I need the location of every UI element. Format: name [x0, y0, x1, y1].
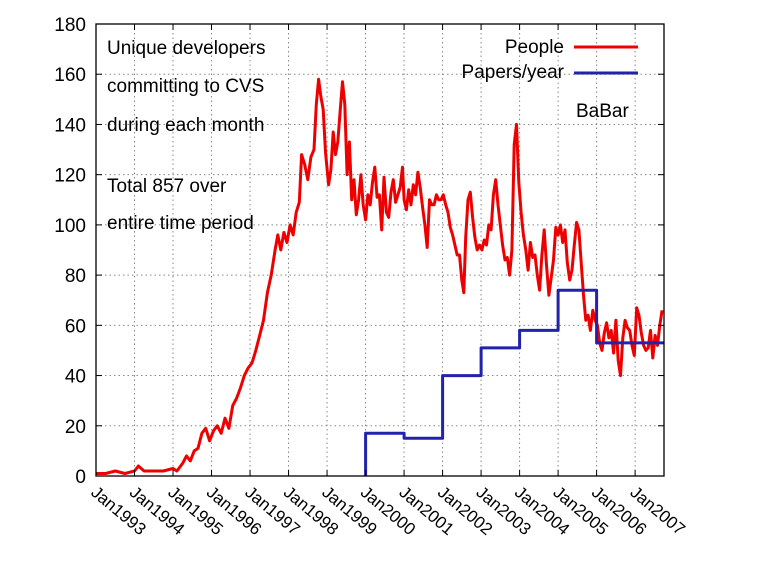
y-tick-label: 40 [65, 367, 86, 388]
series-line-people [96, 77, 664, 475]
annotation-line-2: committing to CVS [107, 76, 264, 97]
y-tick-label: 140 [54, 115, 86, 136]
series-group [96, 77, 664, 476]
annotation-total-1: Total 857 over [107, 176, 227, 197]
legend-label-papers: Papers/year [462, 62, 565, 83]
y-tick-label: 100 [54, 216, 86, 237]
y-tick-label: 80 [65, 266, 86, 287]
legend: People Papers/year [462, 37, 638, 83]
y-tick-label: 160 [54, 65, 86, 86]
plot-frame [95, 23, 665, 477]
series-line-papers-year [364, 288, 664, 476]
y-tick-label: 0 [75, 467, 86, 488]
y-tick-label: 20 [65, 417, 86, 438]
y-tick-label: 60 [65, 316, 86, 337]
legend-label-people: People [505, 37, 564, 58]
annotation-line-3: during each month [107, 115, 264, 136]
annotation-total-2: entire time period [107, 213, 254, 234]
y-axis: 0 20 40 60 80 100 120 140 160 180 [54, 15, 664, 488]
annotation-description: Unique developers committing to CVS duri… [107, 38, 265, 234]
experiment-label: BaBar [576, 101, 629, 122]
y-tick-label: 180 [54, 15, 86, 36]
annotation-line-1: Unique developers [107, 38, 265, 59]
y-tick-label: 120 [54, 166, 86, 187]
